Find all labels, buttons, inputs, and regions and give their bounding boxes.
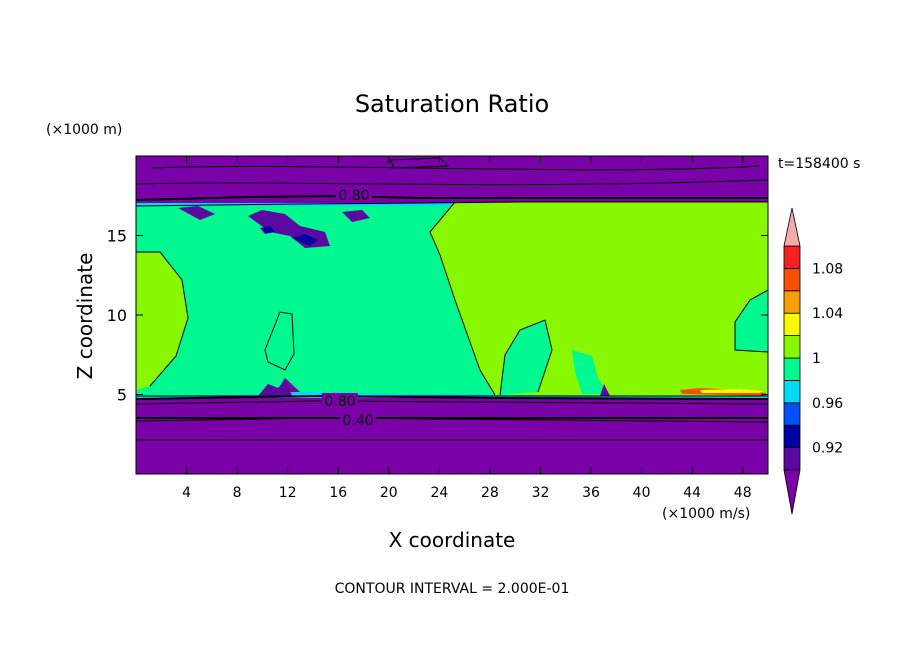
colorbar-swatch	[783, 290, 801, 314]
y-unit-label: (×1000 m)	[46, 122, 122, 138]
blue-patches-upper	[260, 226, 318, 246]
colorbar-tick-label: 1.04	[812, 306, 843, 322]
colorbar-swatch	[783, 402, 801, 426]
x-tick-label: 48	[734, 485, 752, 501]
contour-label-top: 0.80	[338, 188, 369, 204]
x-tick-label: 24	[430, 485, 448, 501]
x-tick-label: 20	[380, 485, 398, 501]
x-tick-label: 28	[481, 485, 499, 501]
x-tick-label: 36	[582, 485, 600, 501]
colorbar-tick-label: 1.08	[812, 261, 843, 277]
y-tick-label: 15	[107, 227, 127, 246]
plot-field	[136, 156, 768, 474]
colorbar-swatch	[783, 245, 801, 269]
green-blob-low	[265, 312, 294, 370]
x-tick-label: 12	[279, 485, 297, 501]
green-lobe-center	[500, 320, 552, 395]
x-tick-label: 4	[182, 485, 191, 501]
chart-title: Saturation Ratio	[355, 90, 549, 118]
colorbar-swatch	[783, 379, 801, 404]
colorbar-swatch	[783, 447, 801, 471]
x-tick-label: 44	[683, 485, 701, 501]
colorbar-tick-label: 1	[812, 351, 821, 367]
green-lobe-mid-right	[572, 350, 608, 394]
colorbar-swatch	[783, 357, 801, 381]
y-axis-label: Z coordinate	[73, 253, 97, 380]
contour-labels: 0.80 0.80 0.40	[322, 187, 376, 429]
x-tick-label: 32	[532, 485, 550, 501]
colorbar-swatch	[783, 312, 801, 337]
x-tick-label: 16	[329, 485, 347, 501]
x-axis-label: X coordinate	[389, 528, 516, 552]
colorbar-swatch	[783, 267, 801, 292]
contour-lines	[136, 157, 768, 441]
colorbar-under-arrow	[783, 469, 801, 515]
colorbar: 0.92 0.96 1 1.04 1.08	[783, 207, 843, 515]
colorbar-tick-label: 0.92	[812, 441, 843, 457]
x-tick-label: 8	[233, 485, 242, 501]
contour-interval-label: CONTOUR INTERVAL = 2.000E-01	[335, 581, 570, 597]
y-tick-label: 5	[117, 386, 127, 405]
purple-patches-upper	[178, 206, 370, 248]
green-lobe-right	[735, 290, 768, 352]
y-tick-label: 10	[107, 306, 127, 325]
yellow-streak	[700, 389, 762, 393]
contour-label-mid: 0.80	[324, 394, 355, 410]
time-label: t=158400 s	[778, 156, 860, 172]
colorbar-swatch	[783, 424, 801, 449]
colorbar-swatch	[783, 335, 801, 359]
contour-lines-thick	[136, 194, 768, 419]
colorbar-tick-label: 0.96	[812, 396, 843, 412]
colorbar-over-arrow	[783, 207, 801, 247]
contour-label-low: 0.40	[342, 413, 373, 429]
x-tick-label: 40	[633, 485, 651, 501]
yellowgreen-left-lobe	[136, 252, 188, 390]
yellowgreen-region	[430, 202, 768, 396]
x-unit-label: (×1000 m/s)	[662, 506, 750, 522]
